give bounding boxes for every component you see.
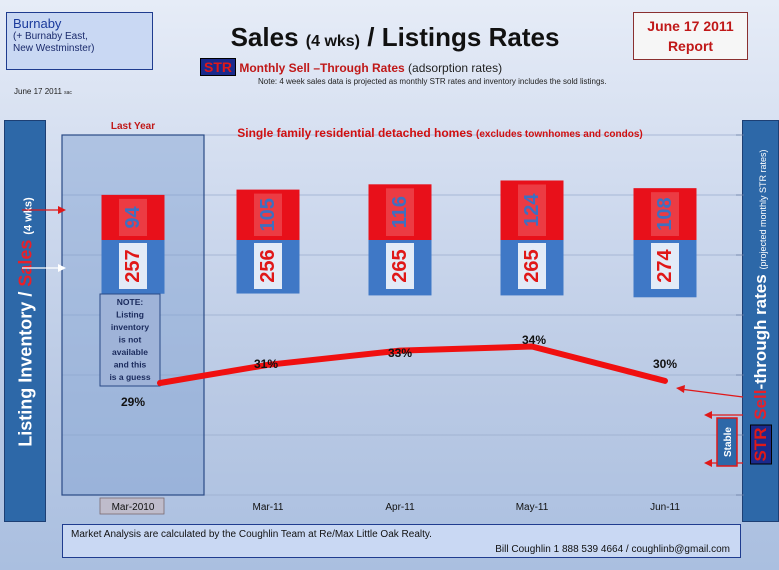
x-tick-label: Mar-11 <box>253 502 284 513</box>
note-line: inventory <box>111 322 150 332</box>
inventory-value-label: 257 <box>122 249 144 282</box>
chart-title: Single family residential detached homes… <box>237 126 642 140</box>
date-small-text: June 17 2011 <box>14 87 62 96</box>
str-rate-label: 29% <box>121 395 145 409</box>
inventory-value-label: 265 <box>521 249 543 282</box>
inventory-label-box <box>386 243 414 289</box>
sales-label-box <box>119 198 147 236</box>
note-line: available <box>112 347 148 357</box>
str-line <box>157 343 668 386</box>
note-line: is not <box>119 335 142 345</box>
sales-value-label: 94 <box>122 205 144 228</box>
area-note-1: (+ Burnaby East, <box>13 31 88 42</box>
str-rate-label: 34% <box>522 333 546 347</box>
note-line: is a guess <box>109 372 150 382</box>
note-line: and this <box>114 360 147 370</box>
footer-line-1: Market Analysis are calculated by the Co… <box>71 529 432 540</box>
area-box: Burnaby (+ Burnaby East, New Westminster… <box>6 12 153 70</box>
sales-value-label: 124 <box>521 193 543 227</box>
note-box <box>99 293 161 387</box>
inventory-label-box <box>254 243 282 289</box>
str-rate-label: 30% <box>653 357 677 371</box>
sales-bar <box>633 188 697 240</box>
last-year-label: Last Year <box>111 121 155 132</box>
chart-title-sub: (excludes townhomes and condos) <box>476 129 643 140</box>
str-rate-label: 33% <box>388 346 412 360</box>
title-rest: / Listings Rates <box>367 22 560 52</box>
inventory-label-box <box>651 243 679 289</box>
x-tick-label: Apr-11 <box>385 502 415 513</box>
page-title: Sales (4 wks) / Listings Rates <box>160 22 630 53</box>
sales-value-label: 105 <box>257 198 279 231</box>
str-labels: 29% 31% 33% 34% 30% <box>121 333 677 409</box>
date-tiny: sac <box>64 90 72 96</box>
highlight-note: NOTE: Listing inventory is not available and … <box>99 293 161 387</box>
report-label: Report <box>667 38 714 54</box>
left-axis-panel: Listing Inventory / Sales (4 wks) <box>4 120 46 522</box>
inventory-label-box <box>518 243 546 289</box>
date-small: June 17 2011 sac <box>14 87 72 96</box>
note-line: NOTE: <box>117 297 144 307</box>
x-tick-label: Jun-11 <box>650 502 680 513</box>
str-badge: STR <box>200 58 236 76</box>
inventory-value-label: 256 <box>257 249 279 282</box>
x-label-highlight <box>99 497 165 515</box>
subtitle-red: Monthly Sell –Through Rates <box>239 61 405 75</box>
sales-label-box <box>386 188 414 236</box>
stable-box <box>716 417 738 467</box>
area-note-2: New Westminster) <box>13 43 95 54</box>
inventory-value-label: 274 <box>654 248 676 282</box>
title-small: (4 wks) <box>305 33 361 50</box>
note-line: Listing <box>116 310 144 320</box>
chart-title-main: Single family residential detached homes <box>237 126 473 140</box>
sales-label-box <box>254 193 282 236</box>
subtitle-rest: (adsorption rates) <box>408 61 503 75</box>
x-tick-label: Mar-2010 <box>112 502 155 513</box>
x-tick-label: May-11 <box>516 502 549 513</box>
report-date: June 17 2011 <box>647 18 734 34</box>
x-tick-labels: Mar-2010 Mar-11 Apr-11 May-11 Jun-11 <box>99 497 680 515</box>
header-note: Note: 4 week sales data is projected as … <box>258 77 607 86</box>
sales-bar <box>101 194 165 240</box>
bars: 94 257 105 256 116 265 124 265 108 274 <box>101 180 697 298</box>
title-main: Sales <box>230 22 299 52</box>
area-name: Burnaby <box>13 16 62 31</box>
sales-label-box <box>518 184 546 236</box>
sales-value-label: 116 <box>389 196 411 228</box>
inventory-value-label: 265 <box>389 249 411 282</box>
sales-bar <box>368 184 432 240</box>
report-date-box: June 17 2011 Report <box>633 12 748 60</box>
sales-value-label: 108 <box>654 197 676 230</box>
str-rate-label: 31% <box>254 357 278 371</box>
inventory-label-box <box>119 243 147 289</box>
trend-label: Stable <box>723 427 734 457</box>
subtitle: STR Monthly Sell –Through Rates (adsorpt… <box>200 58 502 76</box>
sales-label-box <box>651 192 679 236</box>
sales-bar <box>500 180 564 240</box>
footer-line-2: Bill Coughlin 1 888 539 4664 / coughlinb… <box>495 544 730 555</box>
footer: Market Analysis are calculated by the Co… <box>62 524 741 558</box>
sales-bar <box>236 189 300 240</box>
